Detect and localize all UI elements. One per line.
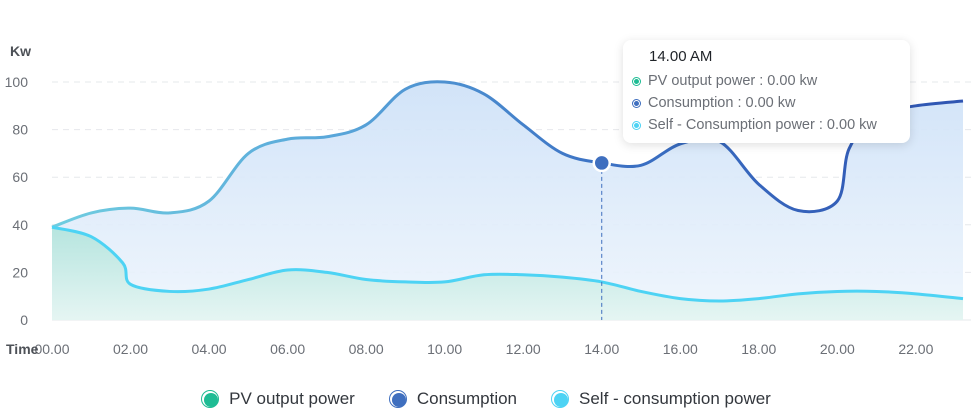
y-tick-label: 100 xyxy=(5,74,29,90)
legend-pv-label: PV output power xyxy=(229,389,355,408)
x-tick-label: 08.00 xyxy=(349,341,384,357)
x-tick-label: 06.00 xyxy=(270,341,305,357)
x-tick-label: 10.00 xyxy=(427,341,462,357)
legend-self-consumption-label: Self - consumption power xyxy=(579,389,771,408)
consumption-line xyxy=(51,80,964,229)
x-tick-label: 18.00 xyxy=(741,341,776,357)
x-tick-label: 22.00 xyxy=(898,341,933,357)
tooltip-pv-dot-icon xyxy=(633,77,640,85)
x-axis-ticks: 00.00 02.00 04.00 06.00 08.00 10.00 12.00 14.00… xyxy=(34,341,933,357)
tooltip-self-consumption-dot-icon xyxy=(633,121,640,129)
legend-consumption-label: Consumption xyxy=(416,389,518,408)
tooltip-cursor xyxy=(592,153,611,320)
tooltip: 14.00 AM PV output power : 0.00 kw Consu… xyxy=(623,40,910,143)
legend: PV output power Consumption Self - consu… xyxy=(0,385,972,413)
tooltip-consumption-dot-icon xyxy=(633,99,640,107)
tooltip-self-consumption-text: Self - Consumption power : 0.00 kw xyxy=(648,117,877,133)
tooltip-row-pv: PV output power : 0.00 kw xyxy=(633,70,910,92)
x-tick-label: 20.00 xyxy=(820,341,855,357)
tooltip-title: 14.00 AM xyxy=(649,48,713,65)
y-axis-label: Kw xyxy=(10,43,31,59)
y-tick-label: 20 xyxy=(12,264,28,280)
x-tick-label: 04.00 xyxy=(192,341,227,357)
x-tick-label: 02.00 xyxy=(113,341,148,357)
tooltip-consumption-text: Consumption : 0.00 kw xyxy=(648,95,796,111)
x-tick-label: 16.00 xyxy=(663,341,698,357)
legend-item-self-consumption[interactable]: Self - consumption power xyxy=(551,389,771,409)
y-tick-label: 80 xyxy=(12,122,28,138)
self-consumption-line xyxy=(51,225,964,303)
y-tick-label: 60 xyxy=(12,169,28,185)
legend-pv-marker-icon xyxy=(201,390,220,408)
self-consumption-area xyxy=(52,227,963,320)
series-layer xyxy=(51,80,964,320)
tooltip-point-marker[interactable] xyxy=(592,153,611,173)
legend-item-consumption[interactable]: Consumption xyxy=(388,389,518,409)
y-tick-label: 40 xyxy=(12,217,28,233)
legend-consumption-marker-icon xyxy=(388,390,407,408)
x-tick-label: 14.00 xyxy=(584,341,619,357)
legend-item-pv-output[interactable]: PV output power xyxy=(201,389,355,409)
tooltip-pv-text: PV output power : 0.00 kw xyxy=(648,73,818,89)
y-tick-label: 0 xyxy=(20,312,28,328)
x-tick-label: 00.00 xyxy=(34,341,69,357)
tooltip-row-consumption: Consumption : 0.00 kw xyxy=(633,92,910,114)
tooltip-row-self-consumption: Self - Consumption power : 0.00 kw xyxy=(633,114,910,136)
x-axis-label: Time xyxy=(6,341,39,357)
legend-self-consumption-marker-icon xyxy=(551,390,570,408)
y-axis-ticks: 0 20 40 60 80 100 xyxy=(5,74,29,328)
x-tick-label: 12.00 xyxy=(506,341,541,357)
